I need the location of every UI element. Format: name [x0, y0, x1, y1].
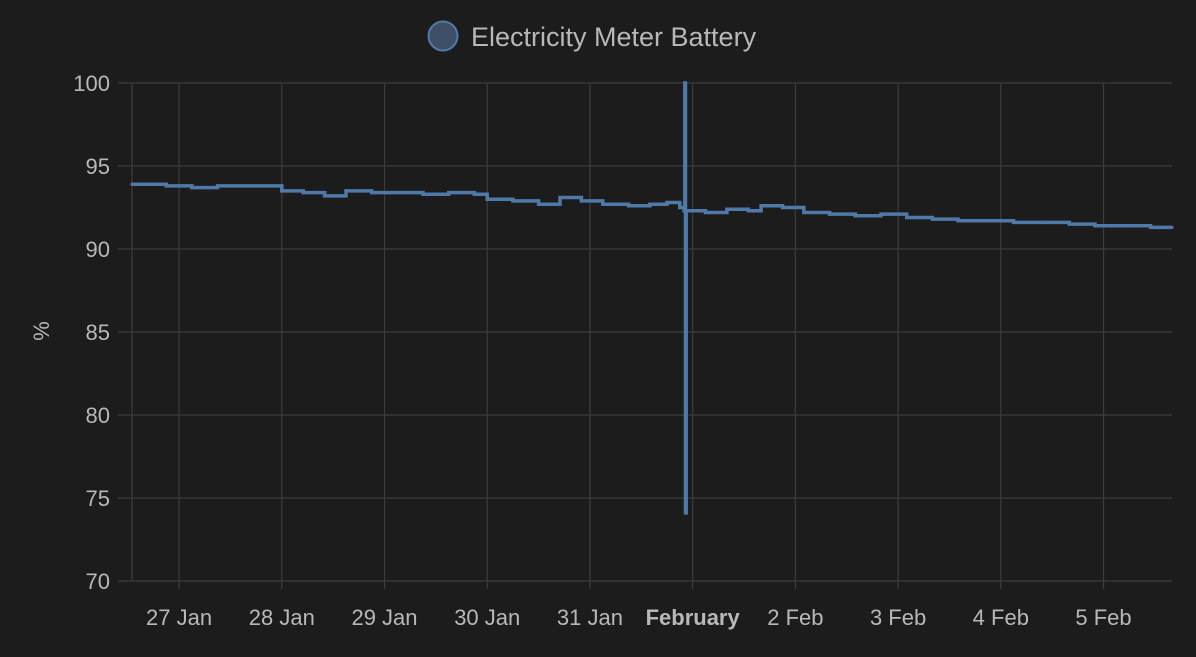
x-gridlines: [178, 83, 1105, 589]
legend-label[interactable]: Electricity Meter Battery: [471, 22, 757, 52]
x-tick-label: 3 Feb: [870, 605, 926, 630]
data-point[interactable]: [626, 204, 631, 208]
data-point[interactable]: [190, 185, 194, 190]
y-tick-label: 90: [86, 237, 110, 262]
data-point[interactable]: [301, 190, 305, 195]
data-point[interactable]: [1149, 225, 1153, 230]
x-tick-label: 28 Jan: [249, 605, 315, 630]
data-point[interactable]: [683, 81, 687, 85]
data-point[interactable]: [802, 210, 806, 215]
data-point[interactable]: [536, 202, 541, 206]
x-tick-label: 2 Feb: [767, 605, 823, 630]
x-tick-label: 27 Jan: [146, 605, 212, 630]
data-point[interactable]: [1067, 222, 1071, 226]
data-point[interactable]: [684, 209, 688, 213]
data-point[interactable]: [579, 199, 583, 203]
data-point[interactable]: [1170, 225, 1174, 230]
data-point[interactable]: [263, 184, 267, 188]
y-tick-label: 80: [86, 403, 110, 428]
data-point[interactable]: [1093, 224, 1097, 228]
data-point[interactable]: [370, 190, 374, 195]
data-point[interactable]: [395, 190, 399, 195]
x-axis-ticks: 27 Jan 28 Jan 29 Jan 30 Jan 31 Jan February 2 …: [146, 605, 1132, 630]
y-tick-label: 75: [86, 486, 110, 511]
legend-swatch-icon[interactable]: [427, 20, 459, 52]
data-point[interactable]: [759, 204, 763, 208]
data-point[interactable]: [421, 192, 425, 196]
legend[interactable]: Electricity Meter Battery: [427, 20, 757, 53]
data-point[interactable]: [1042, 220, 1046, 225]
data-point[interactable]: [215, 184, 220, 188]
y-tick-label: 70: [86, 569, 110, 594]
x-tick-label: 31 Jan: [557, 605, 623, 630]
data-point[interactable]: [1012, 220, 1016, 225]
y-axis-ticks: 100 95 90 85 80 75 70: [73, 71, 110, 594]
data-point[interactable]: [683, 511, 688, 515]
data-point[interactable]: [344, 189, 348, 193]
data-point[interactable]: [678, 205, 682, 210]
y-gridlines: [118, 82, 1172, 582]
data-point[interactable]: [780, 205, 785, 210]
data-point[interactable]: [241, 184, 245, 188]
data-point[interactable]: [322, 194, 327, 198]
x-tick-label: 30 Jan: [454, 605, 520, 630]
data-point[interactable]: [665, 200, 669, 205]
data-point[interactable]: [511, 199, 515, 203]
data-point[interactable]: [905, 215, 909, 220]
data-point[interactable]: [472, 192, 476, 196]
data-point[interactable]: [130, 182, 134, 186]
data-point[interactable]: [1123, 224, 1127, 228]
y-tick-label: 100: [73, 71, 110, 96]
data-point[interactable]: [280, 189, 284, 193]
y-axis-label: %: [29, 321, 54, 341]
data-point[interactable]: [648, 202, 652, 206]
data-point[interactable]: [601, 202, 605, 206]
data-point[interactable]: [956, 219, 960, 223]
x-tick-label: 29 Jan: [351, 605, 417, 630]
x-tick-label: 4 Feb: [973, 605, 1029, 630]
data-point[interactable]: [828, 212, 832, 216]
data-point[interactable]: [558, 195, 562, 200]
data-point[interactable]: [485, 197, 489, 201]
y-tick-label: 95: [86, 154, 110, 179]
series-layer[interactable]: [130, 81, 1174, 515]
x-tick-label: 5 Feb: [1075, 605, 1131, 630]
data-point[interactable]: [746, 209, 750, 213]
y-tick-label: 85: [86, 320, 110, 345]
x-tick-label: February: [646, 605, 741, 630]
data-point[interactable]: [982, 219, 986, 223]
data-point[interactable]: [725, 207, 729, 211]
data-point[interactable]: [879, 212, 883, 216]
data-point[interactable]: [930, 217, 934, 221]
data-point[interactable]: [703, 210, 708, 215]
data-point[interactable]: [447, 190, 451, 195]
data-point[interactable]: [853, 214, 857, 218]
data-point[interactable]: [164, 184, 168, 188]
